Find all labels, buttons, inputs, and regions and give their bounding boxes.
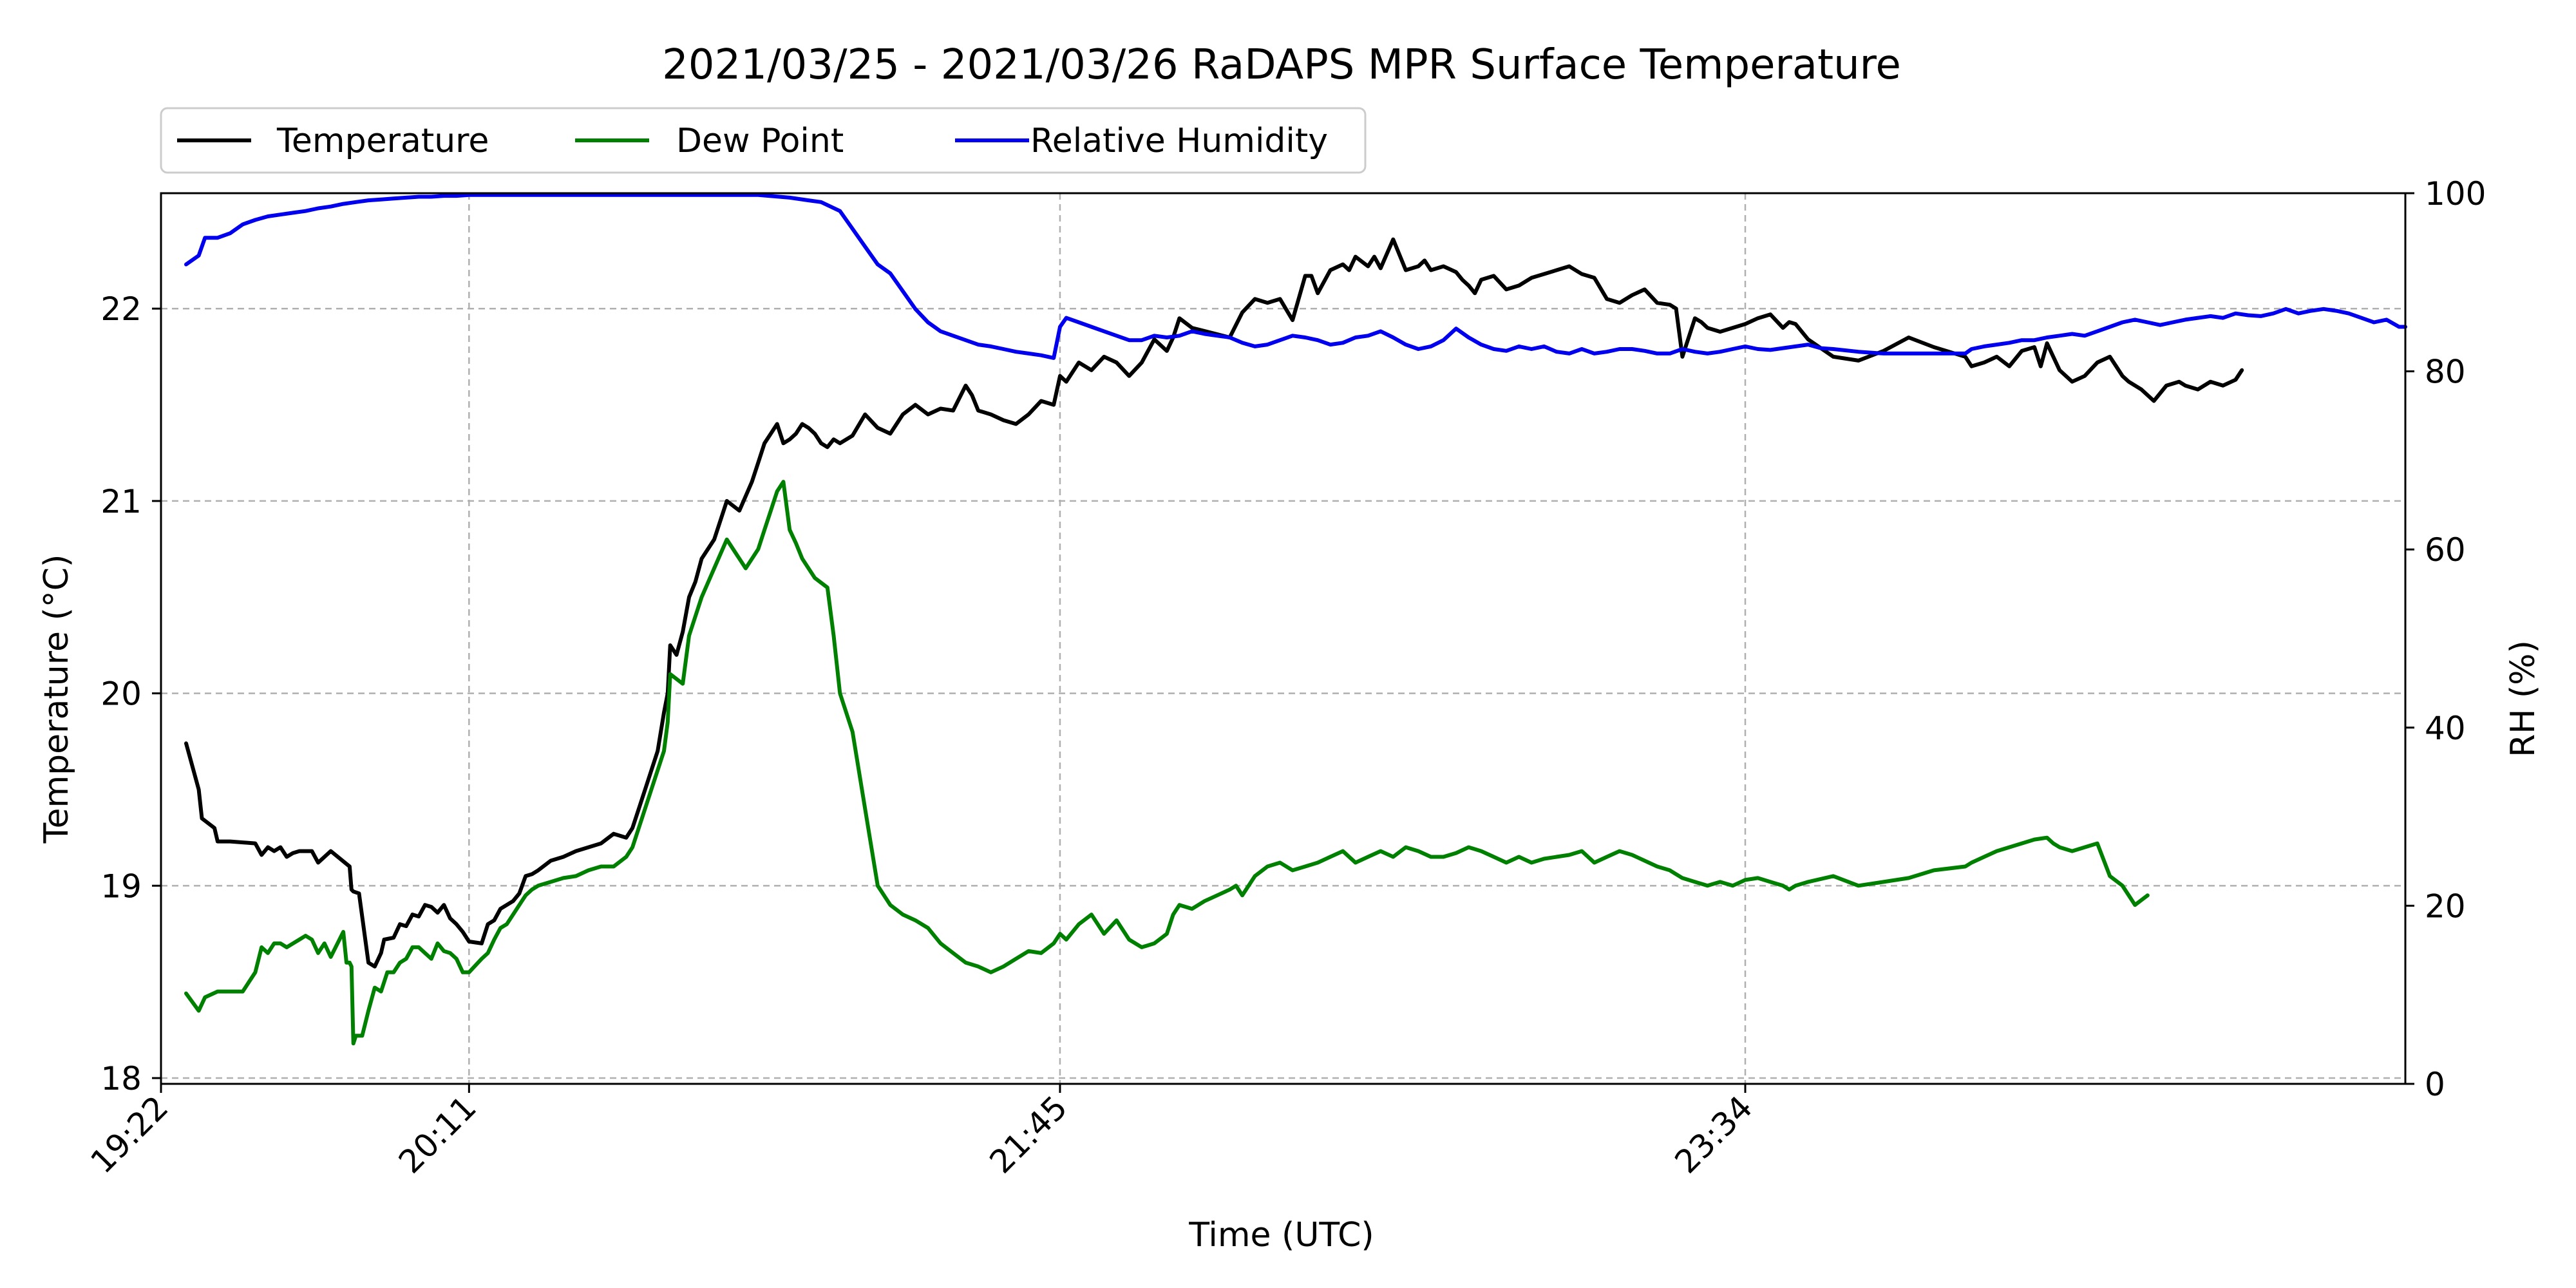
- y-tick-label-right: 100: [2425, 175, 2486, 213]
- series-line-temperature: [184, 237, 2244, 969]
- x-tick-label: 19:22: [84, 1088, 176, 1180]
- axes: 18 19 20 21 22 0 20 40 60 80 100 19:22 20:11 21:45 23:…: [84, 175, 2486, 1180]
- y-tick-label-right: 0: [2425, 1066, 2445, 1103]
- plot-lines: [184, 193, 2407, 1046]
- y-tick-label-left: 21: [100, 483, 142, 520]
- legend-label-relative-humidity: Relative Humidity: [1030, 122, 1328, 160]
- y-tick-label-left: 19: [100, 867, 142, 905]
- y-tick-label-left: 20: [100, 676, 142, 713]
- y-axis-left-label: Temperature (°C): [37, 554, 76, 844]
- series-line-dew-point: [184, 480, 2150, 1046]
- x-tick-label: 23:34: [1668, 1088, 1760, 1180]
- y-tick-label-left: 22: [100, 290, 142, 328]
- y-tick-label-right: 60: [2425, 531, 2466, 569]
- legend-label-temperature: Temperature: [276, 122, 489, 160]
- y-tick-label-right: 40: [2425, 710, 2466, 747]
- series-line-relative-humidity: [184, 193, 2407, 360]
- x-tick-label: 20:11: [392, 1088, 484, 1180]
- plot-frame: [160, 192, 2407, 1085]
- chart-title: 2021/03/25 - 2021/03/26 RaDAPS MPR Surfa…: [662, 41, 1901, 89]
- y-axis-right-label: RH (%): [2504, 640, 2543, 757]
- y-tick-label-right: 20: [2425, 887, 2466, 925]
- legend-box: [160, 107, 1367, 174]
- x-axis-label: Time (UTC): [1188, 1216, 1374, 1255]
- x-tick-label: 21:45: [983, 1088, 1075, 1180]
- y-tick-label-right: 80: [2425, 354, 2466, 391]
- legend: Temperature Dew Point Relative Humidity: [160, 107, 1367, 174]
- y-tick-label-left: 18: [100, 1060, 142, 1097]
- legend-label-dew-point: Dew Point: [676, 122, 844, 160]
- grid: [160, 193, 2405, 1084]
